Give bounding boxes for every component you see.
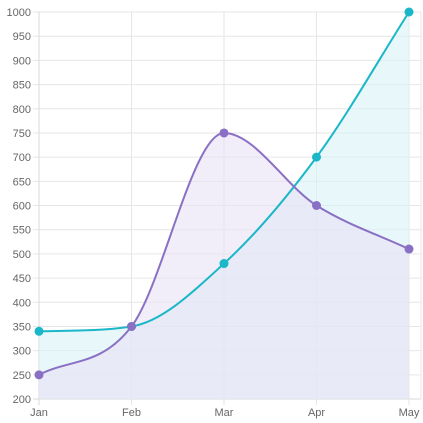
- y-tick-label: 950: [13, 31, 31, 43]
- y-tick-label: 200: [13, 394, 31, 406]
- y-tick-label: 500: [13, 249, 31, 261]
- series-2-line: [38, 131, 410, 376]
- y-tick-label: 750: [13, 128, 31, 140]
- series-1-line: [38, 11, 410, 333]
- series-2-point-jan[interactable]: [34, 370, 44, 380]
- x-axis-ticks: Jan Feb Mar Apr May: [30, 407, 420, 419]
- x-tick-label: May: [399, 407, 420, 419]
- y-tick-label: 900: [13, 55, 31, 67]
- y-tick-label: 850: [13, 80, 31, 92]
- series-2-point-mar[interactable]: [219, 128, 229, 138]
- series-lines: [38, 11, 410, 376]
- x-tick-label: Feb: [122, 407, 141, 419]
- y-tick-label: 550: [13, 225, 31, 237]
- series-2-point-may[interactable]: [404, 244, 414, 254]
- y-axis-ticks: 200 250 300 350 400 450 500 550 600 650 700 750 800 8…: [7, 7, 31, 406]
- series-1-point-mar[interactable]: [219, 259, 229, 269]
- y-tick-label: 300: [13, 346, 31, 358]
- x-tick-label: Apr: [308, 407, 325, 419]
- series-2-point-apr[interactable]: [312, 201, 321, 210]
- data-points: [34, 7, 414, 380]
- x-tick-label: Mar: [215, 407, 234, 419]
- y-tick-label: 250: [13, 370, 31, 382]
- y-tick-label: 350: [13, 321, 31, 333]
- series-2-point-feb[interactable]: [127, 321, 136, 331]
- y-tick-label: 600: [13, 201, 31, 213]
- y-tick-label: 700: [13, 152, 31, 164]
- series-1-point-apr[interactable]: [312, 152, 321, 162]
- series-1-point-jan[interactable]: [34, 326, 44, 336]
- y-tick-label: 1000: [7, 7, 31, 19]
- x-tick-label: Jan: [30, 407, 48, 419]
- y-tick-label: 450: [13, 273, 31, 285]
- series-1-point-may[interactable]: [404, 7, 414, 17]
- y-tick-label: 400: [13, 297, 31, 309]
- y-tick-label: 800: [13, 104, 31, 116]
- y-tick-label: 650: [13, 176, 31, 188]
